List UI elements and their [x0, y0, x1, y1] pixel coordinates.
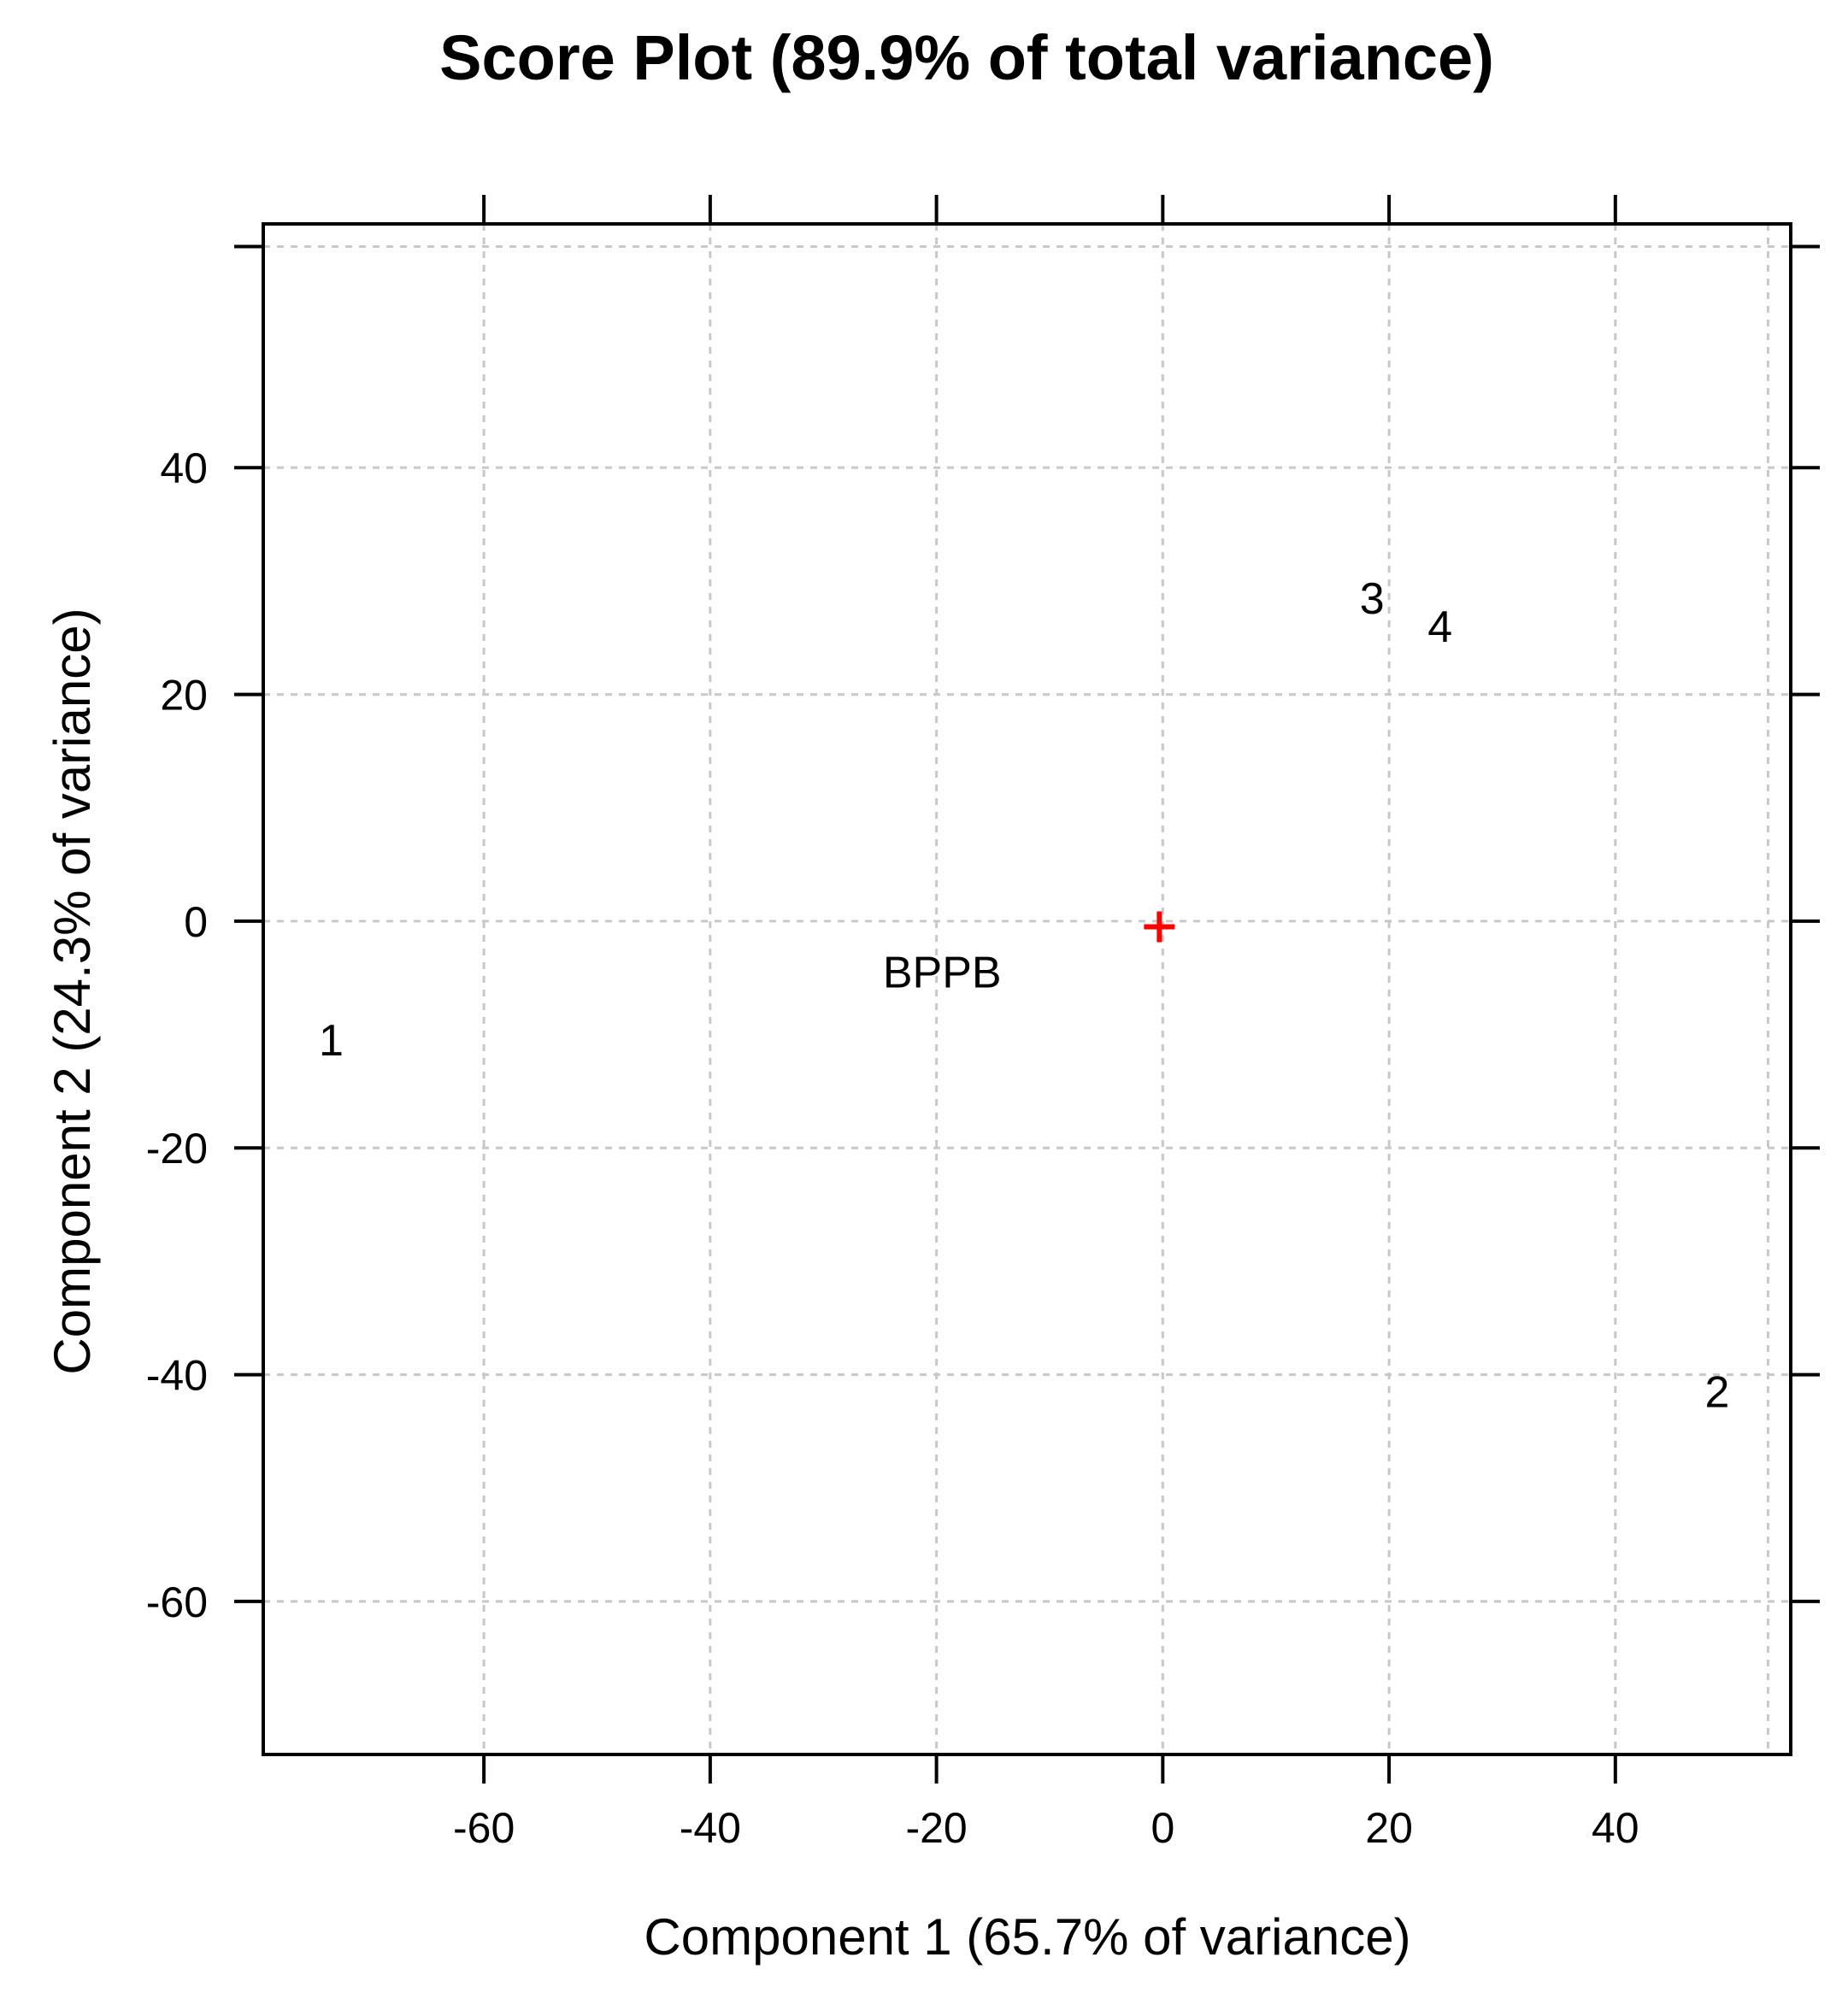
point-label: 3 [1360, 574, 1385, 624]
x-tick-label: 0 [1151, 1804, 1174, 1852]
x-tick-label: -20 [905, 1804, 967, 1852]
x-tick-label: 20 [1365, 1804, 1413, 1852]
x-tick-label: 40 [1592, 1804, 1639, 1852]
chart-title: Score Plot (89.9% of total variance) [439, 22, 1494, 93]
x-tick-label: -60 [453, 1804, 515, 1852]
axis-ticks [234, 195, 1820, 1784]
y-tick-label: 20 [160, 672, 208, 720]
point-label: 1 [319, 1016, 344, 1066]
y-tick-label: -40 [146, 1352, 208, 1400]
y-tick-label: -20 [146, 1125, 208, 1172]
x-axis-label: Component 1 (65.7% of variance) [644, 1908, 1410, 1966]
y-tick-label: 40 [160, 444, 208, 492]
x-tick-label: -40 [680, 1804, 741, 1852]
plot-frame [262, 222, 1792, 1756]
y-tick-label: -60 [146, 1578, 208, 1626]
point-label: 2 [1704, 1367, 1729, 1417]
y-tick-label: 0 [184, 898, 208, 946]
y-axis-label: Component 2 (24.3% of variance) [44, 608, 101, 1374]
grid-lines [263, 224, 1791, 1754]
data-points: 1 2 34 BPPB [319, 574, 1729, 1418]
point-label: 4 [1427, 602, 1452, 652]
point-label: BPPB [883, 949, 1002, 998]
centroid-marker [1144, 911, 1175, 943]
tick-labels: -60 -40 -20 0 20 40 -60 -40 -20 0 20 40 [146, 444, 1639, 1852]
